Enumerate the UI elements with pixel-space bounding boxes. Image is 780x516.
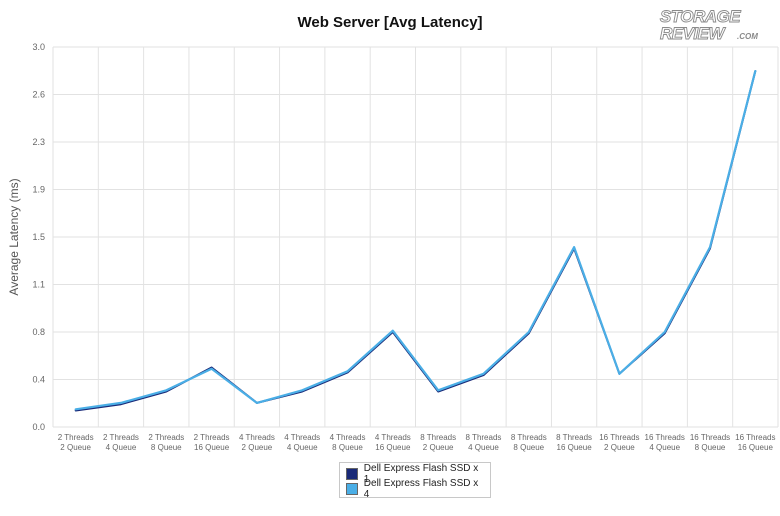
- x-tick-label: 16 Threads 4 Queue: [645, 433, 685, 452]
- legend-swatch-series-2: [346, 482, 358, 495]
- x-tick-label: 8 Threads 8 Queue: [511, 433, 547, 452]
- x-tick-label: 4 Threads 16 Queue: [375, 433, 411, 452]
- x-tick-label: 2 Threads 4 Queue: [103, 433, 139, 452]
- series-lines: [74, 69, 757, 412]
- series-line-2: [74, 69, 757, 411]
- x-tick-label: 16 Threads 8 Queue: [690, 433, 730, 452]
- x-tick-label: 8 Threads 16 Queue: [556, 433, 592, 452]
- x-tick-label: 4 Threads 4 Queue: [284, 433, 320, 452]
- logo-line2: REVIEW: [660, 24, 727, 43]
- x-tick-label: 2 Threads 16 Queue: [194, 433, 230, 452]
- x-tick-label: 8 Threads 2 Queue: [420, 433, 456, 452]
- x-tick-label: 4 Threads 2 Queue: [239, 433, 275, 452]
- y-axis-ticks: 0.0 0.4 0.8 1.1 1.5 1.9 2.3 2.6 3.0: [32, 42, 45, 432]
- y-tick-label: 3.0: [32, 42, 45, 52]
- x-tick-label: 8 Threads 4 Queue: [466, 433, 502, 452]
- chart-title: Web Server [Avg Latency]: [297, 14, 483, 31]
- legend-label-series-1: Dell Express Flash SSD x 1: [363, 462, 479, 485]
- y-tick-label: 0.8: [32, 327, 45, 337]
- logo-line1: STORAGE: [660, 7, 741, 26]
- x-tick-label: 4 Threads 8 Queue: [330, 433, 366, 452]
- storagereview-logo: STORAGE REVIEW .COM: [638, 6, 768, 44]
- y-tick-label: 1.5: [32, 232, 45, 242]
- y-tick-label: 0.0: [32, 422, 45, 432]
- x-tick-label: 16 Threads 16 Queue: [735, 433, 775, 452]
- legend-item-series-2: Dell Express Flash SSD x 4: [346, 478, 484, 500]
- x-tick-label: 16 Threads 2 Queue: [599, 433, 639, 452]
- y-tick-label: 2.6: [32, 90, 45, 100]
- x-tick-label: 2 Threads 2 Queue: [58, 433, 94, 452]
- legend-item-series-1: Dell Express Flash SSD x 1: [346, 463, 484, 485]
- grid: [52, 46, 779, 428]
- x-axis-ticks: 2 Threads 2 Queue 2 Threads 4 Queue 2 Thread…: [58, 433, 776, 452]
- y-axis-label: Average Latency (ms): [7, 178, 21, 295]
- legend-label-series-2: Dell Express Flash SSD x 4: [363, 477, 479, 500]
- legend: Dell Express Flash SSD x 1 Dell Express …: [339, 462, 491, 500]
- y-tick-label: 0.4: [32, 375, 45, 385]
- y-tick-label: 1.9: [32, 185, 45, 195]
- x-tick-label: 2 Threads 8 Queue: [148, 433, 184, 452]
- y-tick-label: 1.1: [32, 280, 45, 290]
- logo-suffix: .COM: [737, 32, 758, 41]
- y-tick-label: 2.3: [32, 137, 45, 147]
- legend-swatch-series-1: [346, 467, 358, 480]
